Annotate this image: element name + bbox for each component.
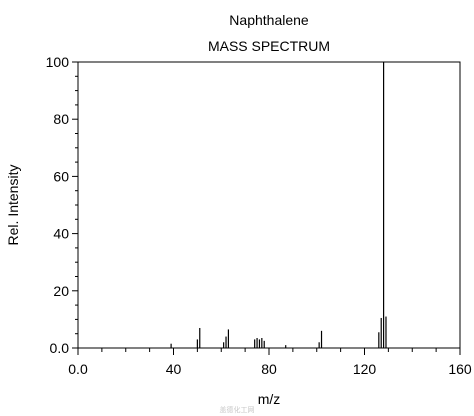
x-tick-label: 160 — [448, 361, 472, 377]
plot-area-frame — [77, 61, 461, 349]
x-axis-label: m/z — [258, 391, 281, 407]
y-tick-label: 80 — [53, 111, 69, 127]
y-tick-label: 100 — [46, 54, 70, 70]
y-tick-label: 60 — [53, 168, 69, 184]
x-axis: 0.0 40 80 120 160 — [68, 348, 472, 377]
x-tick-label: 40 — [166, 361, 182, 377]
watermark: 盖德化工网 — [220, 405, 255, 414]
peaks-group — [170, 62, 387, 348]
y-tick-label: 20 — [53, 283, 69, 299]
x-tick-label: 120 — [353, 361, 377, 377]
y-axis: 0.0 20 40 60 80 100 — [46, 54, 78, 356]
x-tick-label: 80 — [261, 361, 277, 377]
x-tick-label: 0.0 — [68, 361, 88, 377]
chart-subtitle: MASS SPECTRUM — [208, 38, 330, 54]
y-axis-label: Rel. Intensity — [5, 165, 21, 246]
chart-title: Naphthalene — [229, 12, 309, 28]
y-tick-label: 0.0 — [50, 340, 70, 356]
y-tick-label: 40 — [53, 226, 69, 242]
